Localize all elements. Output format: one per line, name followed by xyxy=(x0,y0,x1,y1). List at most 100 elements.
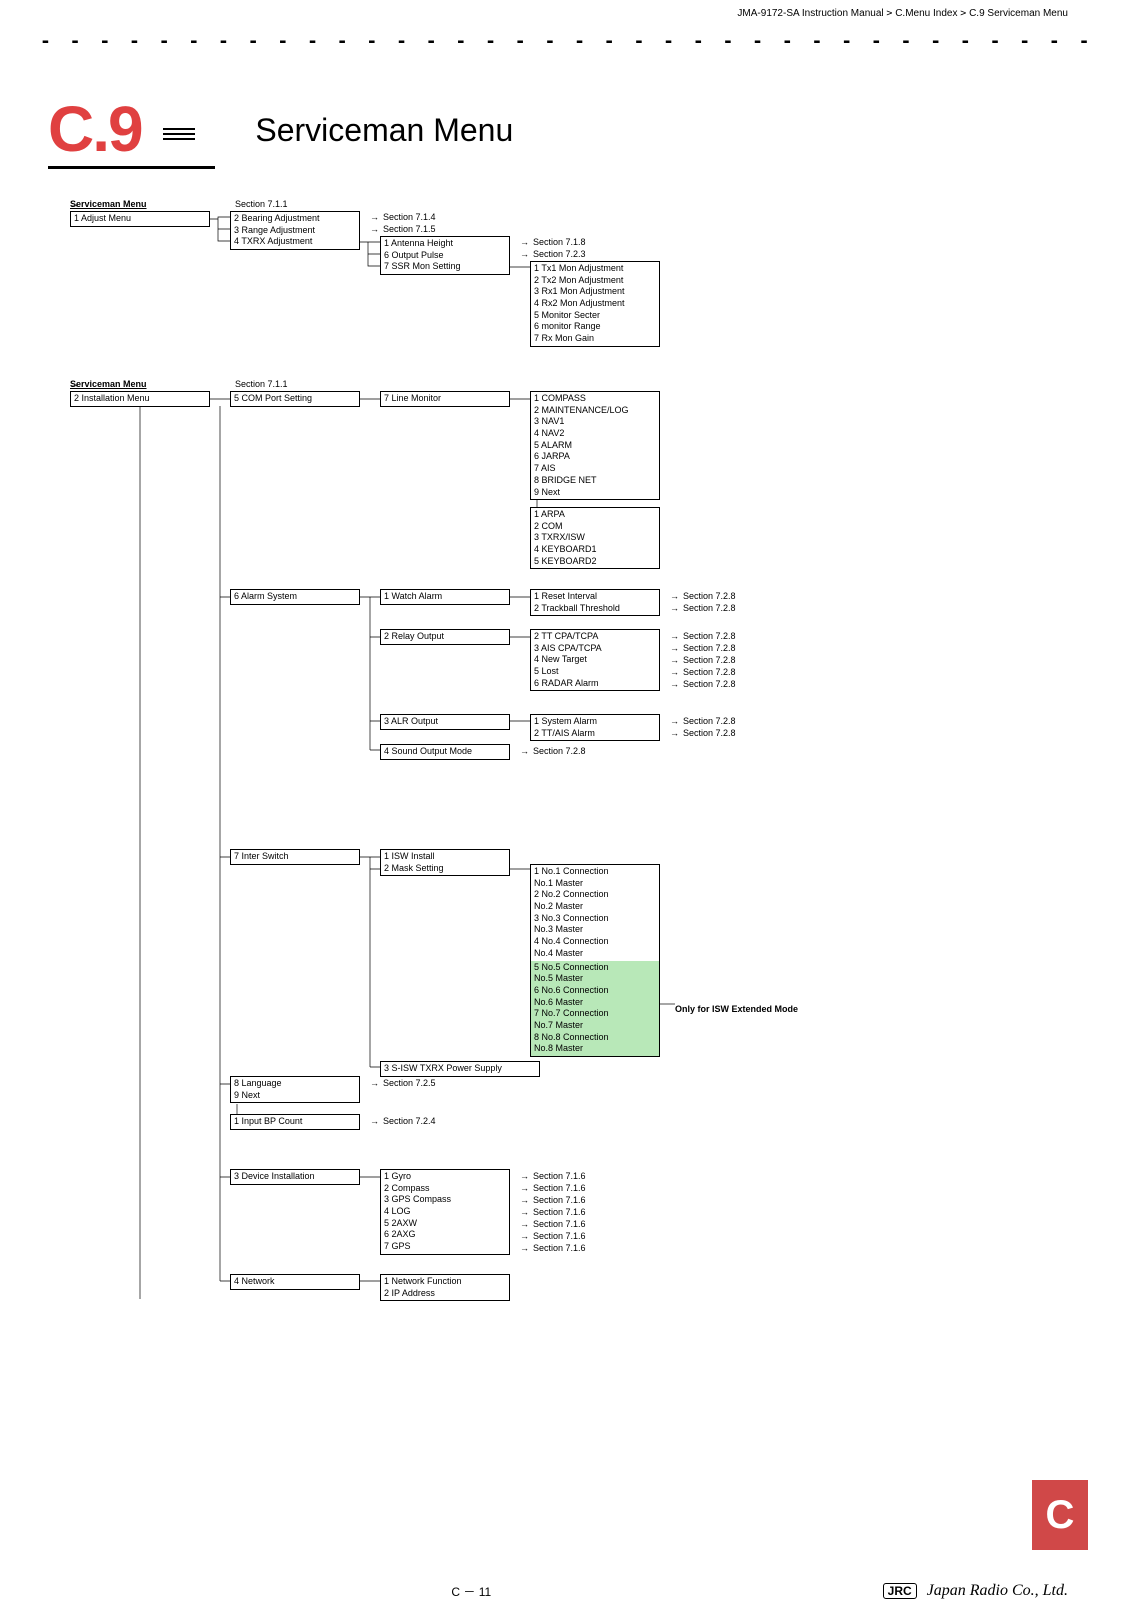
language-ref: Section 7.2.5 xyxy=(383,1078,436,1090)
mask-n-1: 1 No.1 Connection xyxy=(534,866,656,878)
isw-extended-note: Only for ISW Extended Mode xyxy=(675,1004,798,1016)
line1-8: 8 BRIDGE NET xyxy=(534,475,656,487)
mask-n-5: 3 No.3 Connection xyxy=(534,913,656,925)
device-7: 7 GPS xyxy=(384,1241,506,1253)
device-install-box: 3 Device Installation xyxy=(230,1169,360,1185)
antenna-ref: Section 7.1.8 xyxy=(533,237,586,249)
device-ref-3: Section 7.1.6 xyxy=(533,1195,586,1207)
inter-switch-box: 7 Inter Switch xyxy=(230,849,360,865)
mask-h-5: 7 No.7 Connection xyxy=(534,1008,656,1020)
arrow-icon: → xyxy=(70,379,79,391)
line1-4: 4 NAV2 xyxy=(534,428,656,440)
install-menu-item: 2 Installation Menu xyxy=(74,393,206,405)
output-ref: Section 7.2.3 xyxy=(533,249,586,261)
input-bp-item: 1 Input BP Count xyxy=(234,1116,356,1128)
antenna-item: 1 Antenna Height xyxy=(384,238,506,250)
language-item: 8 Language xyxy=(234,1078,356,1090)
sound-output-item: 4 Sound Output Mode xyxy=(384,746,506,758)
alr-output-item: 3 ALR Output xyxy=(384,716,506,728)
mask-n-3: 2 No.2 Connection xyxy=(534,889,656,901)
isw-install-item: 1 ISW Install xyxy=(384,851,506,863)
device-ref-2: Section 7.1.6 xyxy=(533,1183,586,1195)
relay-output-item: 2 Relay Output xyxy=(384,631,506,643)
bearing-ref: Section 7.1.4 xyxy=(383,212,436,224)
section-tab: C xyxy=(1032,1480,1088,1550)
alr-ref-1: Section 7.2.8 xyxy=(683,716,736,728)
adjust-items-box: 2 Bearing Adjustment 3 Range Adjustment … xyxy=(230,211,360,250)
arrow-icon: → xyxy=(520,1183,529,1195)
arrow-icon: → xyxy=(520,1231,529,1243)
isw-install-box: 1 ISW Install 2 Mask Setting xyxy=(380,849,510,876)
arrow-icon: → xyxy=(520,1171,529,1183)
install-menu-box: 2 Installation Menu xyxy=(70,391,210,407)
line-items2-box: 1 ARPA 2 COM 3 TXRX/ISW 4 KEYBOARD1 5 KE… xyxy=(530,507,660,569)
tree1-root-label: Serviceman Menu xyxy=(70,199,147,211)
com-port-item: 5 COM Port Setting xyxy=(234,393,356,405)
mask-h-4: No.6 Master xyxy=(534,997,656,1009)
sisw-item: 3 S-ISW TXRX Power Supply xyxy=(384,1063,536,1075)
mask-h-6: No.7 Master xyxy=(534,1020,656,1032)
alarm-system-item: 6 Alarm System xyxy=(234,591,356,603)
device-install-item: 3 Device Installation xyxy=(234,1171,356,1183)
device-items-box: 1 Gyro 2 Compass 3 GPS Compass 4 LOG 5 2… xyxy=(380,1169,510,1255)
sisw-box: 3 S-ISW TXRX Power Supply xyxy=(380,1061,540,1077)
relay-ref-2: Section 7.2.8 xyxy=(683,643,736,655)
mask-n-4: No.2 Master xyxy=(534,901,656,913)
tab-letter: C xyxy=(1046,1493,1075,1538)
tree2-root-ref: Section 7.1.1 xyxy=(235,379,288,391)
arrow-icon: → xyxy=(520,1207,529,1219)
page-footer: C － 11 JRC Japan Radio Co., Ltd. xyxy=(0,1582,1128,1600)
arrow-icon: → xyxy=(670,631,679,643)
device-1: 1 Gyro xyxy=(384,1171,506,1183)
ssr-item-3: 3 Rx1 Mon Adjustment xyxy=(534,286,656,298)
ssr-item-6: 6 monitor Range xyxy=(534,321,656,333)
line2-3: 3 TXRX/ISW xyxy=(534,532,656,544)
line1-6: 6 JARPA xyxy=(534,451,656,463)
line2-2: 2 COM xyxy=(534,521,656,533)
watch-items-box: 1 Reset Interval 2 Trackball Threshold xyxy=(530,589,660,616)
arrow-icon: → xyxy=(370,224,379,236)
line1-7: 7 AIS xyxy=(534,463,656,475)
arrow-icon: → xyxy=(370,1116,379,1128)
input-bp-box: 1 Input BP Count xyxy=(230,1114,360,1130)
line2-5: 5 KEYBOARD2 xyxy=(534,556,656,568)
line1-5: 5 ALARM xyxy=(534,440,656,452)
ssr-item-7: 7 Rx Mon Gain xyxy=(534,333,656,345)
relay-ref-5: Section 7.2.8 xyxy=(683,679,736,691)
mask-items-box: 1 No.1 Connection No.1 Master 2 No.2 Con… xyxy=(530,864,660,1057)
jrc-logo: JRC Japan Radio Co., Ltd. xyxy=(883,1582,1068,1600)
tree2-root-label: Serviceman Menu xyxy=(70,379,147,391)
line1-3: 3 NAV1 xyxy=(534,416,656,428)
section-header: C.9 Serviceman Menu xyxy=(48,92,1128,169)
network-item-1: 1 Network Function xyxy=(384,1276,506,1288)
alr-output-box: 3 ALR Output xyxy=(380,714,510,730)
line2-4: 4 KEYBOARD1 xyxy=(534,544,656,556)
arrow-icon: → xyxy=(670,603,679,615)
range-ref: Section 7.1.5 xyxy=(383,224,436,236)
alr-item-2: 2 TT/AIS Alarm xyxy=(534,728,656,740)
alarm-system-box: 6 Alarm System xyxy=(230,589,360,605)
jrc-box: JRC xyxy=(883,1583,917,1599)
arrow-icon: → xyxy=(520,1219,529,1231)
arrow-icon: → xyxy=(70,199,79,211)
watch-ref-1: Section 7.2.8 xyxy=(683,591,736,603)
adjust-menu-item: 1 Adjust Menu xyxy=(74,213,206,225)
line1-9: 9 Next xyxy=(534,487,656,499)
network-item-2: 2 IP Address xyxy=(384,1288,506,1300)
bearing-item: 2 Bearing Adjustment xyxy=(234,213,356,225)
relay-output-box: 2 Relay Output xyxy=(380,629,510,645)
mask-h-3: 6 No.6 Connection xyxy=(534,985,656,997)
mask-n-8: No.4 Master xyxy=(534,948,656,960)
relay-item-5: 6 RADAR Alarm xyxy=(534,678,656,690)
breadcrumb-sep2: > xyxy=(960,8,966,19)
arrow-icon: → xyxy=(670,716,679,728)
inter-switch-item: 7 Inter Switch xyxy=(234,851,356,863)
device-5: 5 2AXW xyxy=(384,1218,506,1230)
range-item: 3 Range Adjustment xyxy=(234,225,356,237)
arrow-icon: → xyxy=(370,1078,379,1090)
sound-output-box: 4 Sound Output Mode xyxy=(380,744,510,760)
breadcrumb-prefix: JMA-9172-SA Instruction Manual xyxy=(737,8,883,19)
network-items-box: 1 Network Function 2 IP Address xyxy=(380,1274,510,1301)
ssr-items-box: 1 Tx1 Mon Adjustment 2 Tx2 Mon Adjustmen… xyxy=(530,261,660,347)
device-ref-1: Section 7.1.6 xyxy=(533,1171,586,1183)
